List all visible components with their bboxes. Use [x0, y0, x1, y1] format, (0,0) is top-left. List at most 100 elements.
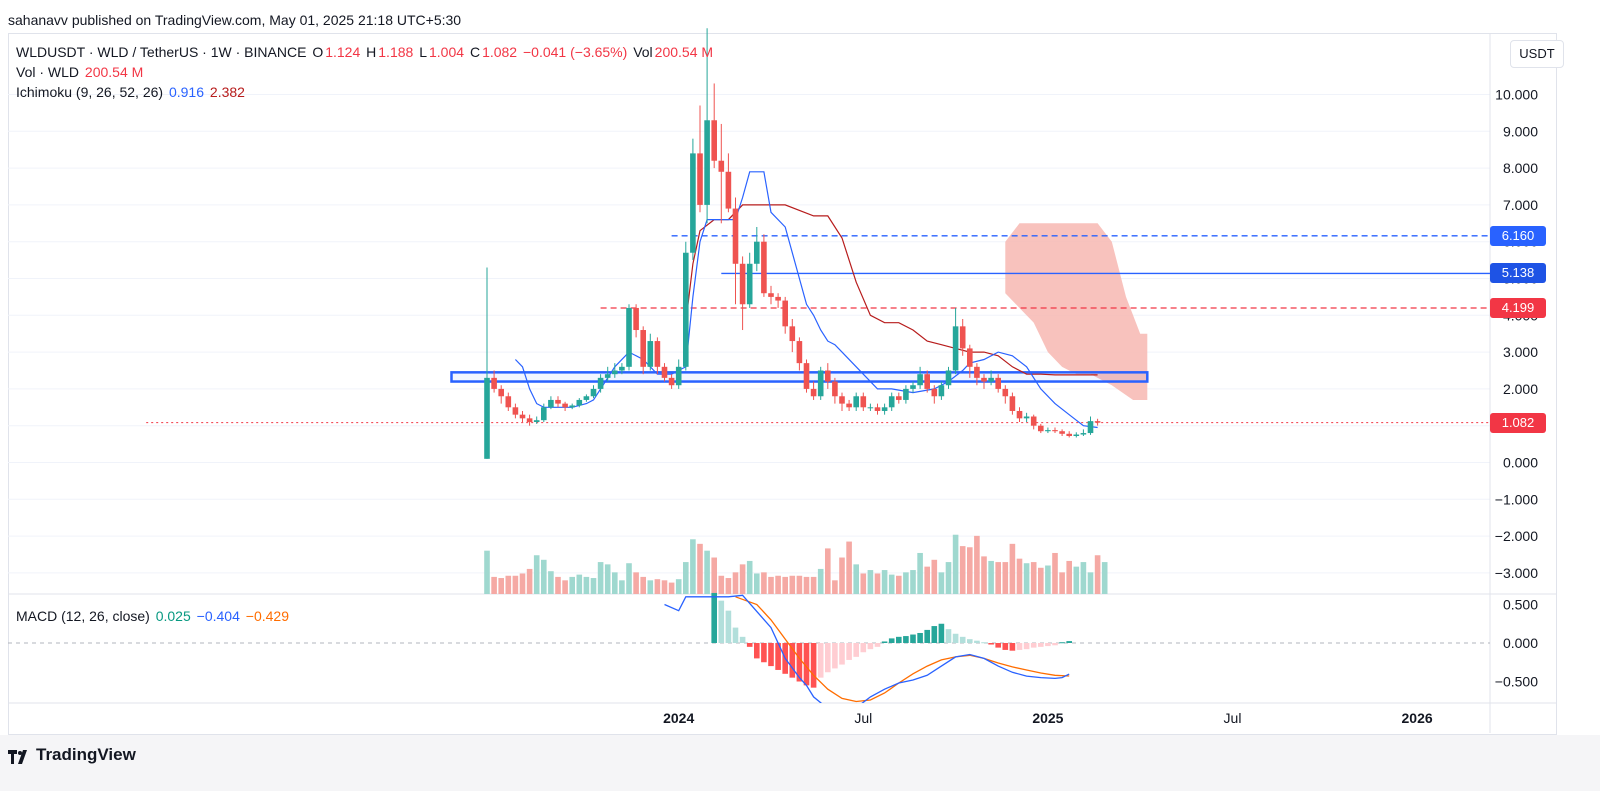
- volume-bar: [739, 564, 746, 594]
- price-tag-5138: 5.138: [1490, 263, 1546, 283]
- volume-bar: [1073, 566, 1080, 594]
- candle-body: [711, 120, 717, 161]
- macd-histogram-bar: [846, 643, 852, 660]
- candle-body: [931, 388, 938, 397]
- volume-bar: [959, 546, 966, 594]
- candle-body: [789, 326, 796, 342]
- candle: [1073, 432, 1080, 438]
- macd-histogram-bar: [903, 636, 909, 643]
- macd-histogram-bar: [981, 642, 987, 644]
- candle-body: [1080, 433, 1087, 435]
- candle: [1002, 385, 1009, 404]
- legend-row-volume[interactable]: Vol · WLD 200.54 M: [16, 64, 145, 80]
- low-value: 1.004: [429, 44, 465, 60]
- candle-body: [988, 377, 994, 382]
- candle: [761, 234, 767, 297]
- price-axis-tick: 9.000: [1503, 123, 1538, 139]
- candle: [683, 241, 689, 371]
- macd-histogram-bar: [888, 638, 895, 643]
- macd-histogram-bar: [1045, 643, 1051, 647]
- candle-body: [846, 403, 852, 408]
- open-label: O: [312, 44, 324, 60]
- volume-bar: [825, 548, 831, 594]
- volume-bar: [661, 580, 668, 594]
- volume-bar: [498, 578, 504, 594]
- candle-body: [597, 377, 604, 389]
- candle-body: [633, 307, 639, 331]
- volume-bar: [1059, 572, 1065, 594]
- candle-body: [548, 399, 554, 408]
- volume-bar: [746, 560, 753, 594]
- candle-body: [1087, 421, 1094, 434]
- candle-body: [1059, 431, 1065, 434]
- volume-bar: [1038, 567, 1044, 594]
- volume-bar: [526, 568, 533, 594]
- candle: [654, 337, 661, 375]
- volume-bar: [1045, 565, 1051, 594]
- volume-bar: [832, 580, 838, 594]
- candle-body: [903, 388, 909, 400]
- candle-body: [704, 120, 710, 205]
- chart-canvas[interactable]: 10.0009.0008.0007.0006.0005.0004.0003.00…: [0, 0, 1600, 735]
- time-axis-tick: Jul: [854, 710, 872, 726]
- chart-frame[interactable]: [8, 33, 1557, 735]
- candle: [597, 374, 604, 393]
- tradingview-logo[interactable]: TradingView: [8, 745, 136, 765]
- volume-bar: [1016, 558, 1023, 594]
- macd-value-3: −0.429: [245, 608, 289, 624]
- candle-body: [491, 377, 497, 389]
- price-tag-6160: 6.160: [1490, 226, 1546, 246]
- macd-histogram-bar: [725, 610, 732, 643]
- volume-bar: [1087, 572, 1094, 594]
- volume-bar: [732, 572, 739, 594]
- candle-body: [796, 341, 803, 364]
- candle-body: [541, 407, 547, 421]
- candle: [512, 403, 519, 419]
- macd-histogram-bar: [974, 640, 980, 643]
- volume-bar: [1052, 552, 1058, 594]
- macd-histogram-bar: [853, 643, 859, 657]
- candle: [711, 83, 717, 169]
- candle: [604, 366, 611, 382]
- candle-body: [626, 307, 632, 367]
- low-label: L: [419, 44, 427, 60]
- volume-bar: [541, 559, 547, 594]
- symbol-info[interactable]: WLDUSDT · WLD / TetherUS · 1W · BINANCE: [16, 44, 307, 60]
- ichimoku-label: Ichimoku (9, 26, 52, 26): [16, 84, 164, 100]
- candle: [959, 318, 966, 356]
- macd-histogram-bar: [910, 634, 916, 643]
- volume-bar: [775, 575, 781, 594]
- candle: [498, 385, 504, 404]
- volume-bar: [1094, 555, 1101, 594]
- close-label: C: [469, 44, 481, 60]
- ichimoku-value-1: 0.916: [168, 84, 205, 100]
- time-axis-tick: 2025: [1032, 710, 1063, 726]
- legend-row-ichimoku[interactable]: Ichimoku (9, 26, 52, 26) 0.916 2.382: [16, 84, 247, 100]
- macd-line: [664, 594, 1070, 703]
- candle-body: [533, 420, 540, 423]
- volume-bar: [1030, 562, 1037, 594]
- volume-bar: [839, 557, 845, 594]
- candle-body: [803, 363, 810, 389]
- change-value: −0.041 (−3.65%): [523, 44, 628, 60]
- candle-body: [612, 370, 618, 375]
- volume-bar: [1009, 543, 1016, 594]
- volume-bar: [484, 550, 490, 594]
- candle: [541, 403, 547, 423]
- volume-bar: [981, 556, 987, 594]
- price-axis-tick: 3.000: [1503, 344, 1538, 360]
- tradingview-logo-icon: [8, 750, 27, 764]
- vol-label: Vol: [633, 44, 653, 60]
- candle-body: [739, 263, 746, 305]
- volume-bar: [1101, 562, 1108, 594]
- candle-body: [860, 396, 867, 408]
- macd-histogram-bar: [1066, 641, 1072, 643]
- candle: [668, 374, 675, 389]
- legend-row-macd[interactable]: MACD (12, 26, close) 0.025 −0.404 −0.429: [16, 608, 291, 624]
- candle-body: [938, 385, 945, 397]
- price-unit-selector[interactable]: USDT: [1510, 40, 1564, 68]
- candle-body: [718, 160, 725, 172]
- volume-bar: [789, 575, 796, 594]
- macd-histogram-bar: [917, 632, 923, 643]
- candle-body: [888, 396, 895, 408]
